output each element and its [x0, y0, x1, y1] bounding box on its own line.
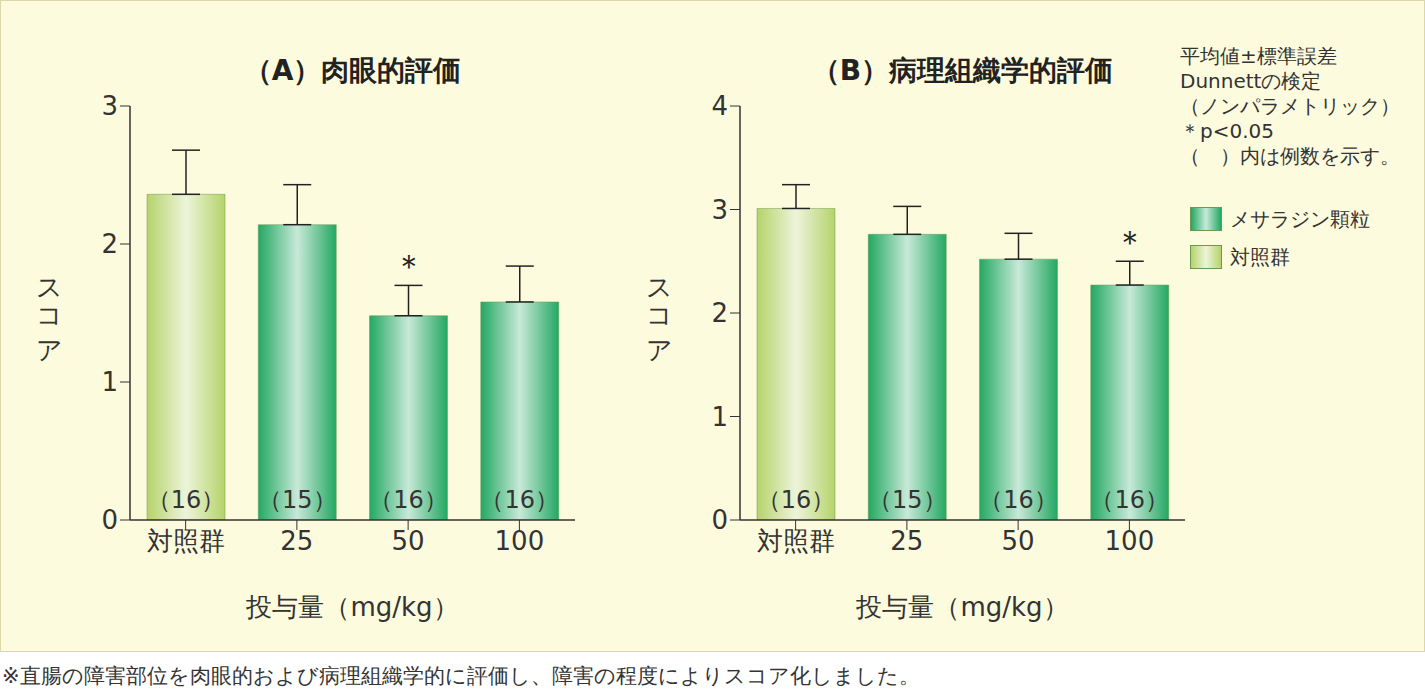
- svg-text:4: 4: [711, 91, 728, 121]
- svg-text:50: 50: [1002, 526, 1035, 556]
- html-text:投与量（mg/kg）: 投与量（mg/kg）: [246, 592, 459, 622]
- svg-text:25: 25: [890, 526, 923, 556]
- html-text:（ ）内は例数を示す。: （ ）内は例数を示す。: [1180, 144, 1400, 168]
- svg-text:100: 100: [1105, 526, 1155, 556]
- svg-text:（16）: （16）: [369, 486, 448, 514]
- svg-text:1: 1: [101, 367, 118, 397]
- svg-text:対照群: 対照群: [757, 526, 835, 556]
- svg-text:（16）: （16）: [480, 486, 559, 514]
- html-text:メサラジン顆粒: メサラジン顆粒: [1230, 206, 1370, 231]
- svg-text:（16）: （16）: [757, 486, 836, 514]
- svg-text:0: 0: [711, 505, 728, 535]
- svg-text:0: 0: [101, 505, 118, 535]
- svg-text:対照群: 対照群: [147, 526, 225, 556]
- svg-text:3: 3: [711, 195, 728, 225]
- html-text:スコア: スコア: [644, 263, 674, 353]
- html-text:（A）肉眼的評価: （A）肉眼的評価: [243, 54, 462, 87]
- svg-text:（16）: （16）: [979, 486, 1058, 514]
- svg-text:（16）: （16）: [147, 486, 226, 514]
- html-text:＊p<0.05: ＊p<0.05: [1180, 119, 1274, 143]
- svg-text:＊: ＊: [393, 247, 425, 285]
- html-text:対照群: 対照群: [1230, 244, 1290, 269]
- svg-text:＊: ＊: [1114, 223, 1146, 261]
- html-text:※直腸の障害部位を肉眼的および病理組織学的に評価し、障害の程: ※直腸の障害部位を肉眼的および病理組織学的に評価し、障害の程度によりスコア化しま…: [2, 664, 920, 688]
- svg-text:2: 2: [711, 298, 728, 328]
- svg-text:100: 100: [495, 526, 545, 556]
- svg-text:（16）: （16）: [1090, 486, 1169, 514]
- svg-text:50: 50: [392, 526, 425, 556]
- html-text:（B）病理組織学的評価: （B）病理組織学的評価: [811, 54, 1114, 87]
- svg-text:（15）: （15）: [868, 486, 947, 514]
- html-text:平均値±標準誤差: 平均値±標準誤差: [1180, 44, 1337, 68]
- html-text:（ノンパラメトリック）: （ノンパラメトリック）: [1180, 94, 1400, 118]
- html-text:投与量（mg/kg）: 投与量（mg/kg）: [856, 592, 1069, 622]
- svg-text:3: 3: [101, 91, 118, 121]
- html-text:スコア: スコア: [34, 263, 64, 353]
- svg-text:25: 25: [280, 526, 313, 556]
- svg-text:2: 2: [101, 229, 118, 259]
- svg-text:（15）: （15）: [258, 486, 337, 514]
- html-text:Dunnettの検定: Dunnettの検定: [1180, 69, 1322, 93]
- svg-text:1: 1: [711, 402, 728, 432]
